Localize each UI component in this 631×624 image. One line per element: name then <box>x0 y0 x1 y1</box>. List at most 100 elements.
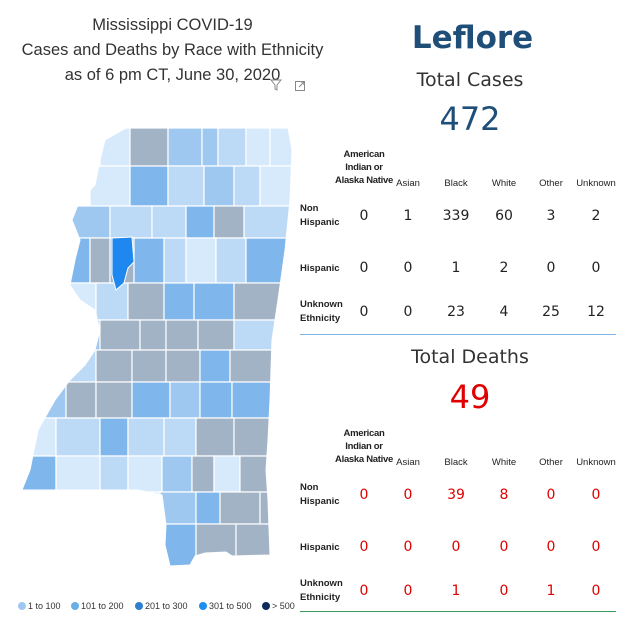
county-shape[interactable] <box>197 319 235 351</box>
county-shape[interactable] <box>195 523 237 568</box>
table-cell: 0 <box>403 583 413 599</box>
county-shape[interactable] <box>59 349 97 383</box>
legend-swatch <box>18 602 26 610</box>
county-shape[interactable] <box>59 282 97 321</box>
county-shape[interactable] <box>233 319 295 351</box>
county-shape[interactable] <box>213 205 245 239</box>
county-map <box>20 127 295 568</box>
county-shape[interactable] <box>99 455 129 493</box>
table-cell: 0 <box>359 304 369 320</box>
county-shape[interactable] <box>95 349 133 383</box>
county-shape[interactable] <box>167 165 205 207</box>
legend-swatch <box>262 602 270 610</box>
total-deaths-heading: Total Deaths <box>411 346 529 368</box>
county-shape[interactable] <box>217 128 247 167</box>
county-shape[interactable] <box>149 523 197 568</box>
county-shape[interactable] <box>127 282 165 321</box>
legend-label: 101 to 200 <box>81 601 124 611</box>
county-shape[interactable] <box>167 128 203 167</box>
focus-mode-icon[interactable] <box>294 80 306 95</box>
total-cases-heading: Total Cases <box>416 69 524 91</box>
county-shape[interactable] <box>233 282 295 321</box>
county-shape[interactable] <box>161 455 193 493</box>
filter-icon[interactable] <box>269 79 283 94</box>
county-shape[interactable] <box>185 205 215 239</box>
table-cell: 0 <box>403 539 413 555</box>
table-cell: 0 <box>359 539 369 555</box>
county-shape[interactable] <box>231 381 295 419</box>
column-header: Asian <box>396 457 420 468</box>
legend-item[interactable]: > 500 <box>262 601 295 611</box>
legend-label: 201 to 300 <box>145 601 188 611</box>
table-cell: 3 <box>546 208 556 224</box>
county-shape[interactable] <box>235 523 295 568</box>
county-shape[interactable] <box>99 128 131 167</box>
county-shape[interactable] <box>59 319 101 351</box>
table-cell: 0 <box>403 304 413 320</box>
county-shape[interactable] <box>199 349 231 383</box>
table-cell: 0 <box>546 539 556 555</box>
county-shape[interactable] <box>89 237 111 284</box>
county-shape[interactable] <box>20 491 81 525</box>
table-cell: 1 <box>451 583 461 599</box>
county-shape[interactable] <box>99 417 129 457</box>
legend-item[interactable]: 201 to 300 <box>135 601 188 611</box>
legend-item[interactable]: 101 to 200 <box>71 601 124 611</box>
county-shape[interactable] <box>131 381 171 419</box>
county-shape[interactable] <box>163 237 187 284</box>
county-shape[interactable] <box>233 165 261 207</box>
county-shape[interactable] <box>55 417 101 457</box>
county-shape[interactable] <box>245 128 271 167</box>
county-shape[interactable] <box>139 319 167 351</box>
county-shape[interactable] <box>20 455 57 493</box>
county-shape[interactable] <box>259 491 295 525</box>
county-shape[interactable] <box>199 381 233 419</box>
county-shape[interactable] <box>185 237 217 284</box>
county-shape[interactable] <box>65 381 97 419</box>
column-header: Unknown <box>576 178 616 189</box>
county-shape[interactable] <box>127 417 165 457</box>
table-cell: 2 <box>591 208 601 224</box>
county-shape[interactable] <box>245 237 295 284</box>
county-shape[interactable] <box>219 491 261 525</box>
legend-item[interactable]: 301 to 500 <box>199 601 252 611</box>
county-shape[interactable] <box>99 319 141 351</box>
county-shape[interactable] <box>195 417 235 457</box>
county-shape[interactable] <box>233 417 295 457</box>
county-shape[interactable] <box>151 205 187 239</box>
county-shape[interactable] <box>131 349 167 383</box>
table-cell: 0 <box>591 539 601 555</box>
county-shape[interactable] <box>169 381 201 419</box>
county-shape[interactable] <box>89 165 131 207</box>
county-shape[interactable] <box>215 237 247 284</box>
county-shape[interactable] <box>203 165 235 207</box>
legend-item[interactable]: 1 to 100 <box>18 601 61 611</box>
county-shape[interactable] <box>129 128 169 167</box>
table-cell: 8 <box>499 487 509 503</box>
county-shape[interactable] <box>129 165 169 207</box>
leflore-county[interactable] <box>111 236 135 291</box>
county-shape[interactable] <box>259 165 295 207</box>
county-shape[interactable] <box>165 319 199 351</box>
county-shape[interactable] <box>193 282 235 321</box>
county-shape[interactable] <box>127 455 163 493</box>
county-shape[interactable] <box>163 417 197 457</box>
row-header: Non Hispanic <box>300 482 340 507</box>
county-shape[interactable] <box>213 455 241 493</box>
county-shape[interactable] <box>191 455 215 493</box>
county-shape[interactable] <box>195 491 221 525</box>
county-shape[interactable] <box>165 349 201 383</box>
county-shape[interactable] <box>20 417 57 457</box>
county-shape[interactable] <box>201 128 219 167</box>
county-shape[interactable] <box>55 455 101 493</box>
county-shape[interactable] <box>79 491 161 525</box>
county-shape[interactable] <box>243 205 295 239</box>
county-shape[interactable] <box>229 349 295 383</box>
county-shape[interactable] <box>133 237 165 284</box>
column-header: Black <box>444 178 468 189</box>
total-cases-value: 472 <box>439 100 501 138</box>
county-shape[interactable] <box>95 381 133 419</box>
county-shape[interactable] <box>109 205 153 239</box>
county-shape[interactable] <box>163 282 195 321</box>
county-shape[interactable] <box>95 282 129 321</box>
